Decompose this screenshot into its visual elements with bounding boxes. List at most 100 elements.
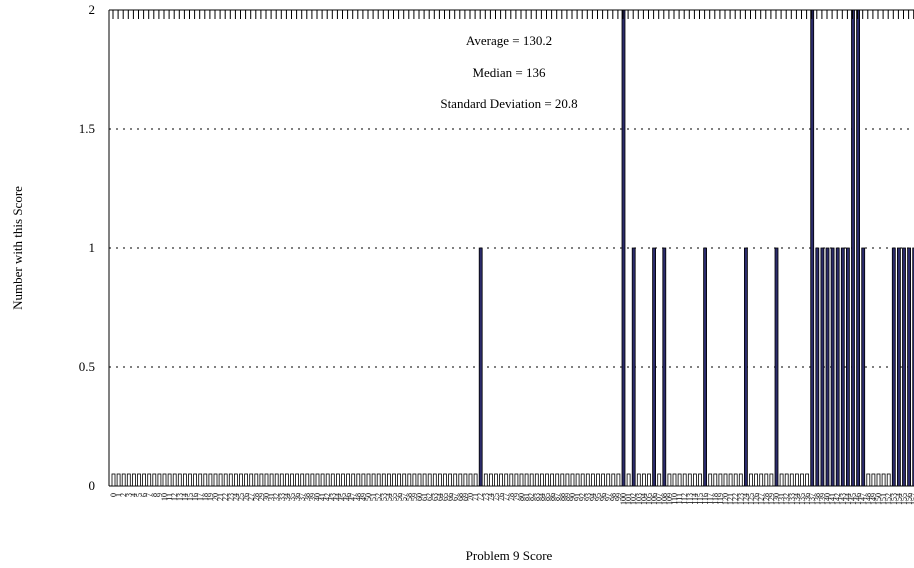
- bar-score-120: [723, 473, 728, 487]
- x-tick-label-21: 21: [216, 493, 225, 501]
- x-tick-label-23: 23: [226, 493, 235, 501]
- bar-score-12: [172, 473, 177, 487]
- x-tick-label-33: 33: [277, 493, 286, 501]
- x-tick-label-53: 53: [379, 493, 388, 501]
- x-tick-label-128: 128: [762, 493, 771, 505]
- bar-score-113: [687, 473, 692, 487]
- x-tick-label-120: 120: [721, 493, 730, 505]
- bar-score-141: [830, 247, 835, 487]
- bar-score-111: [677, 473, 682, 487]
- bar-score-156: [907, 247, 911, 487]
- x-tick-label-108: 108: [660, 493, 669, 505]
- x-tick-label-29: 29: [257, 493, 266, 501]
- x-tick-label-136: 136: [803, 493, 812, 505]
- bar-score-7: [147, 473, 152, 487]
- bar-score-56: [397, 473, 402, 487]
- bar-score-36: [295, 473, 300, 487]
- x-tick-label-144: 144: [843, 493, 852, 505]
- x-tick-label-102: 102: [629, 493, 638, 505]
- x-tick-label-20: 20: [211, 493, 220, 501]
- bar-score-30: [264, 473, 269, 487]
- bar-score-114: [693, 473, 697, 487]
- x-tick-label-127: 127: [757, 493, 766, 505]
- bar-score-124: [744, 247, 748, 487]
- bar-score-147: [861, 247, 866, 487]
- y-tick-label-2: 1: [89, 240, 96, 255]
- bar-score-66: [448, 473, 453, 487]
- x-tick-label-54: 54: [384, 493, 393, 501]
- bar-score-47: [351, 473, 356, 487]
- x-tick-label-68: 68: [456, 493, 465, 501]
- x-tick-label-146: 146: [854, 493, 863, 505]
- x-tick-label-65: 65: [441, 493, 450, 501]
- x-tick-label-0: 0: [109, 493, 118, 497]
- x-tick-label-72: 72: [476, 493, 485, 501]
- x-tick-label-155: 155: [900, 493, 909, 505]
- x-tick-label-15: 15: [186, 493, 195, 501]
- x-tick-label-104: 104: [639, 493, 648, 505]
- bar-score-121: [728, 473, 733, 487]
- x-tick-label-77: 77: [502, 493, 511, 501]
- x-tick-label-152: 152: [884, 493, 893, 505]
- x-tick-label-142: 142: [833, 493, 842, 505]
- x-tick-label-86: 86: [548, 493, 557, 501]
- bar-score-31: [269, 473, 274, 487]
- x-tick-label-49: 49: [359, 493, 368, 501]
- x-tick-label-16: 16: [191, 493, 200, 501]
- bar-score-148: [866, 473, 871, 487]
- bar-score-72: [478, 247, 483, 487]
- x-axis-ticks: 0123456789101112131415161718192021222324…: [109, 10, 914, 505]
- bar-score-48: [356, 473, 361, 487]
- x-tick-label-24: 24: [231, 493, 240, 501]
- bar-score-119: [718, 473, 723, 487]
- bar-score-6: [142, 473, 147, 487]
- bar-score-4: [131, 473, 136, 487]
- bar-score-49: [361, 473, 366, 487]
- bar-score-92: [580, 473, 585, 487]
- bar-score-90: [570, 473, 575, 487]
- x-tick-label-26: 26: [242, 493, 251, 501]
- x-tick-label-119: 119: [716, 493, 725, 505]
- x-tick-label-109: 109: [665, 493, 674, 505]
- x-tick-label-18: 18: [201, 493, 210, 501]
- bar-score-146: [856, 9, 860, 487]
- stat-median: Median = 136: [472, 65, 546, 80]
- bar-score-3: [126, 473, 131, 487]
- x-tick-label-45: 45: [339, 493, 348, 501]
- bar-score-34: [284, 473, 289, 487]
- x-tick-label-75: 75: [492, 493, 501, 501]
- bar-score-93: [585, 473, 590, 487]
- bar-score-116: [703, 247, 707, 487]
- x-tick-label-100: 100: [619, 493, 628, 505]
- bar-score-97: [606, 473, 611, 487]
- bar-score-50: [366, 473, 371, 487]
- x-tick-label-48: 48: [354, 493, 363, 501]
- x-tick-label-101: 101: [624, 493, 633, 505]
- x-tick-label-117: 117: [706, 493, 715, 505]
- bar-score-81: [524, 473, 529, 487]
- bar-score-99: [616, 473, 621, 487]
- x-tick-label-95: 95: [594, 493, 603, 501]
- x-tick-label-69: 69: [461, 493, 470, 501]
- bar-score-76: [499, 473, 504, 487]
- x-tick-label-78: 78: [507, 493, 516, 501]
- bar-score-75: [494, 473, 498, 487]
- x-tick-label-10: 10: [160, 493, 169, 501]
- bar-score-21: [218, 473, 223, 487]
- x-tick-label-134: 134: [792, 493, 801, 505]
- x-tick-label-32: 32: [272, 493, 281, 501]
- x-tick-label-4: 4: [129, 493, 138, 497]
- x-tick-label-37: 37: [298, 493, 307, 501]
- bar-score-152: [886, 473, 891, 487]
- bar-score-65: [443, 473, 447, 487]
- x-tick-label-140: 140: [823, 493, 832, 505]
- bar-score-135: [800, 473, 804, 487]
- bar-score-112: [682, 473, 687, 487]
- x-tick-label-81: 81: [522, 493, 531, 501]
- x-tick-label-106: 106: [650, 493, 659, 505]
- bar-score-19: [208, 473, 213, 487]
- bar-score-26: [244, 473, 249, 487]
- x-tick-label-103: 103: [634, 493, 643, 505]
- bar-score-14: [182, 473, 187, 487]
- bar-score-32: [274, 473, 279, 487]
